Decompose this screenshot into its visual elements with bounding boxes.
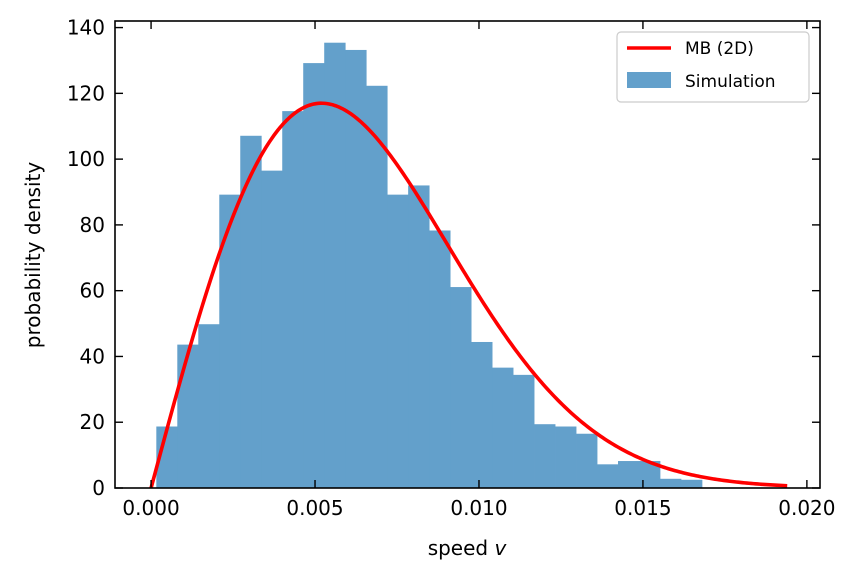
y-tick-label: 40 — [80, 344, 105, 368]
histogram-bars — [156, 42, 703, 489]
y-axis-label: probability density — [21, 162, 45, 349]
histogram-bar — [408, 185, 430, 488]
histogram-bar — [471, 341, 493, 488]
x-tick-label: 0.015 — [614, 496, 671, 520]
x-axis-label: speed v — [428, 536, 508, 560]
histogram-bar — [513, 374, 535, 488]
histogram-bar — [261, 170, 283, 488]
legend: MB (2D) Simulation — [616, 31, 810, 103]
histogram-bar — [638, 461, 661, 488]
x-tick-label: 0.020 — [778, 496, 835, 520]
histogram-bar — [450, 287, 472, 488]
histogram-bar — [555, 426, 577, 488]
x-axis-label-variable: v — [494, 536, 507, 560]
histogram-bar — [618, 461, 640, 488]
x-axis-label-text: speed — [428, 536, 495, 560]
histogram-bar — [534, 424, 556, 488]
x-tick-label: 0.000 — [122, 496, 179, 520]
legend-line-label: MB (2D) — [685, 39, 754, 59]
y-tick-label: 0 — [92, 476, 105, 500]
histogram-bar — [345, 49, 367, 488]
y-tick-label: 140 — [67, 16, 105, 40]
mb-2d-curve — [149, 101, 788, 489]
y-tick-label: 20 — [80, 410, 105, 434]
y-tick-label: 120 — [67, 81, 105, 105]
y-tick-label: 60 — [80, 279, 105, 303]
histogram-bar — [366, 85, 388, 488]
histogram-bar — [429, 230, 451, 488]
histogram-bar — [680, 479, 703, 488]
histogram-bar — [492, 367, 514, 488]
legend-bar-swatch — [627, 72, 671, 88]
y-tick-label: 80 — [80, 213, 105, 237]
x-axis-ticks: 0.000 0.005 0.010 0.015 0.020 — [122, 21, 836, 520]
histogram-bar — [303, 63, 325, 489]
histogram-bar — [177, 344, 199, 488]
x-tick-label: 0.010 — [450, 496, 507, 520]
histogram-bar — [240, 135, 262, 488]
histogram-bar — [219, 194, 241, 488]
y-tick-label: 100 — [67, 147, 105, 171]
histogram-bar — [282, 111, 304, 488]
legend-bar-label: Simulation — [685, 72, 776, 92]
histogram-bar — [324, 42, 346, 489]
x-tick-label: 0.005 — [286, 496, 343, 520]
histogram-bar — [597, 464, 619, 488]
histogram-bar — [659, 478, 682, 488]
histogram-bar — [387, 194, 409, 488]
plot-frame — [114, 20, 821, 489]
histogram-bar — [198, 324, 220, 488]
y-axis-ticks: 0 20 40 60 80 100 120 140 — [67, 16, 820, 500]
histogram-bar — [576, 433, 598, 488]
